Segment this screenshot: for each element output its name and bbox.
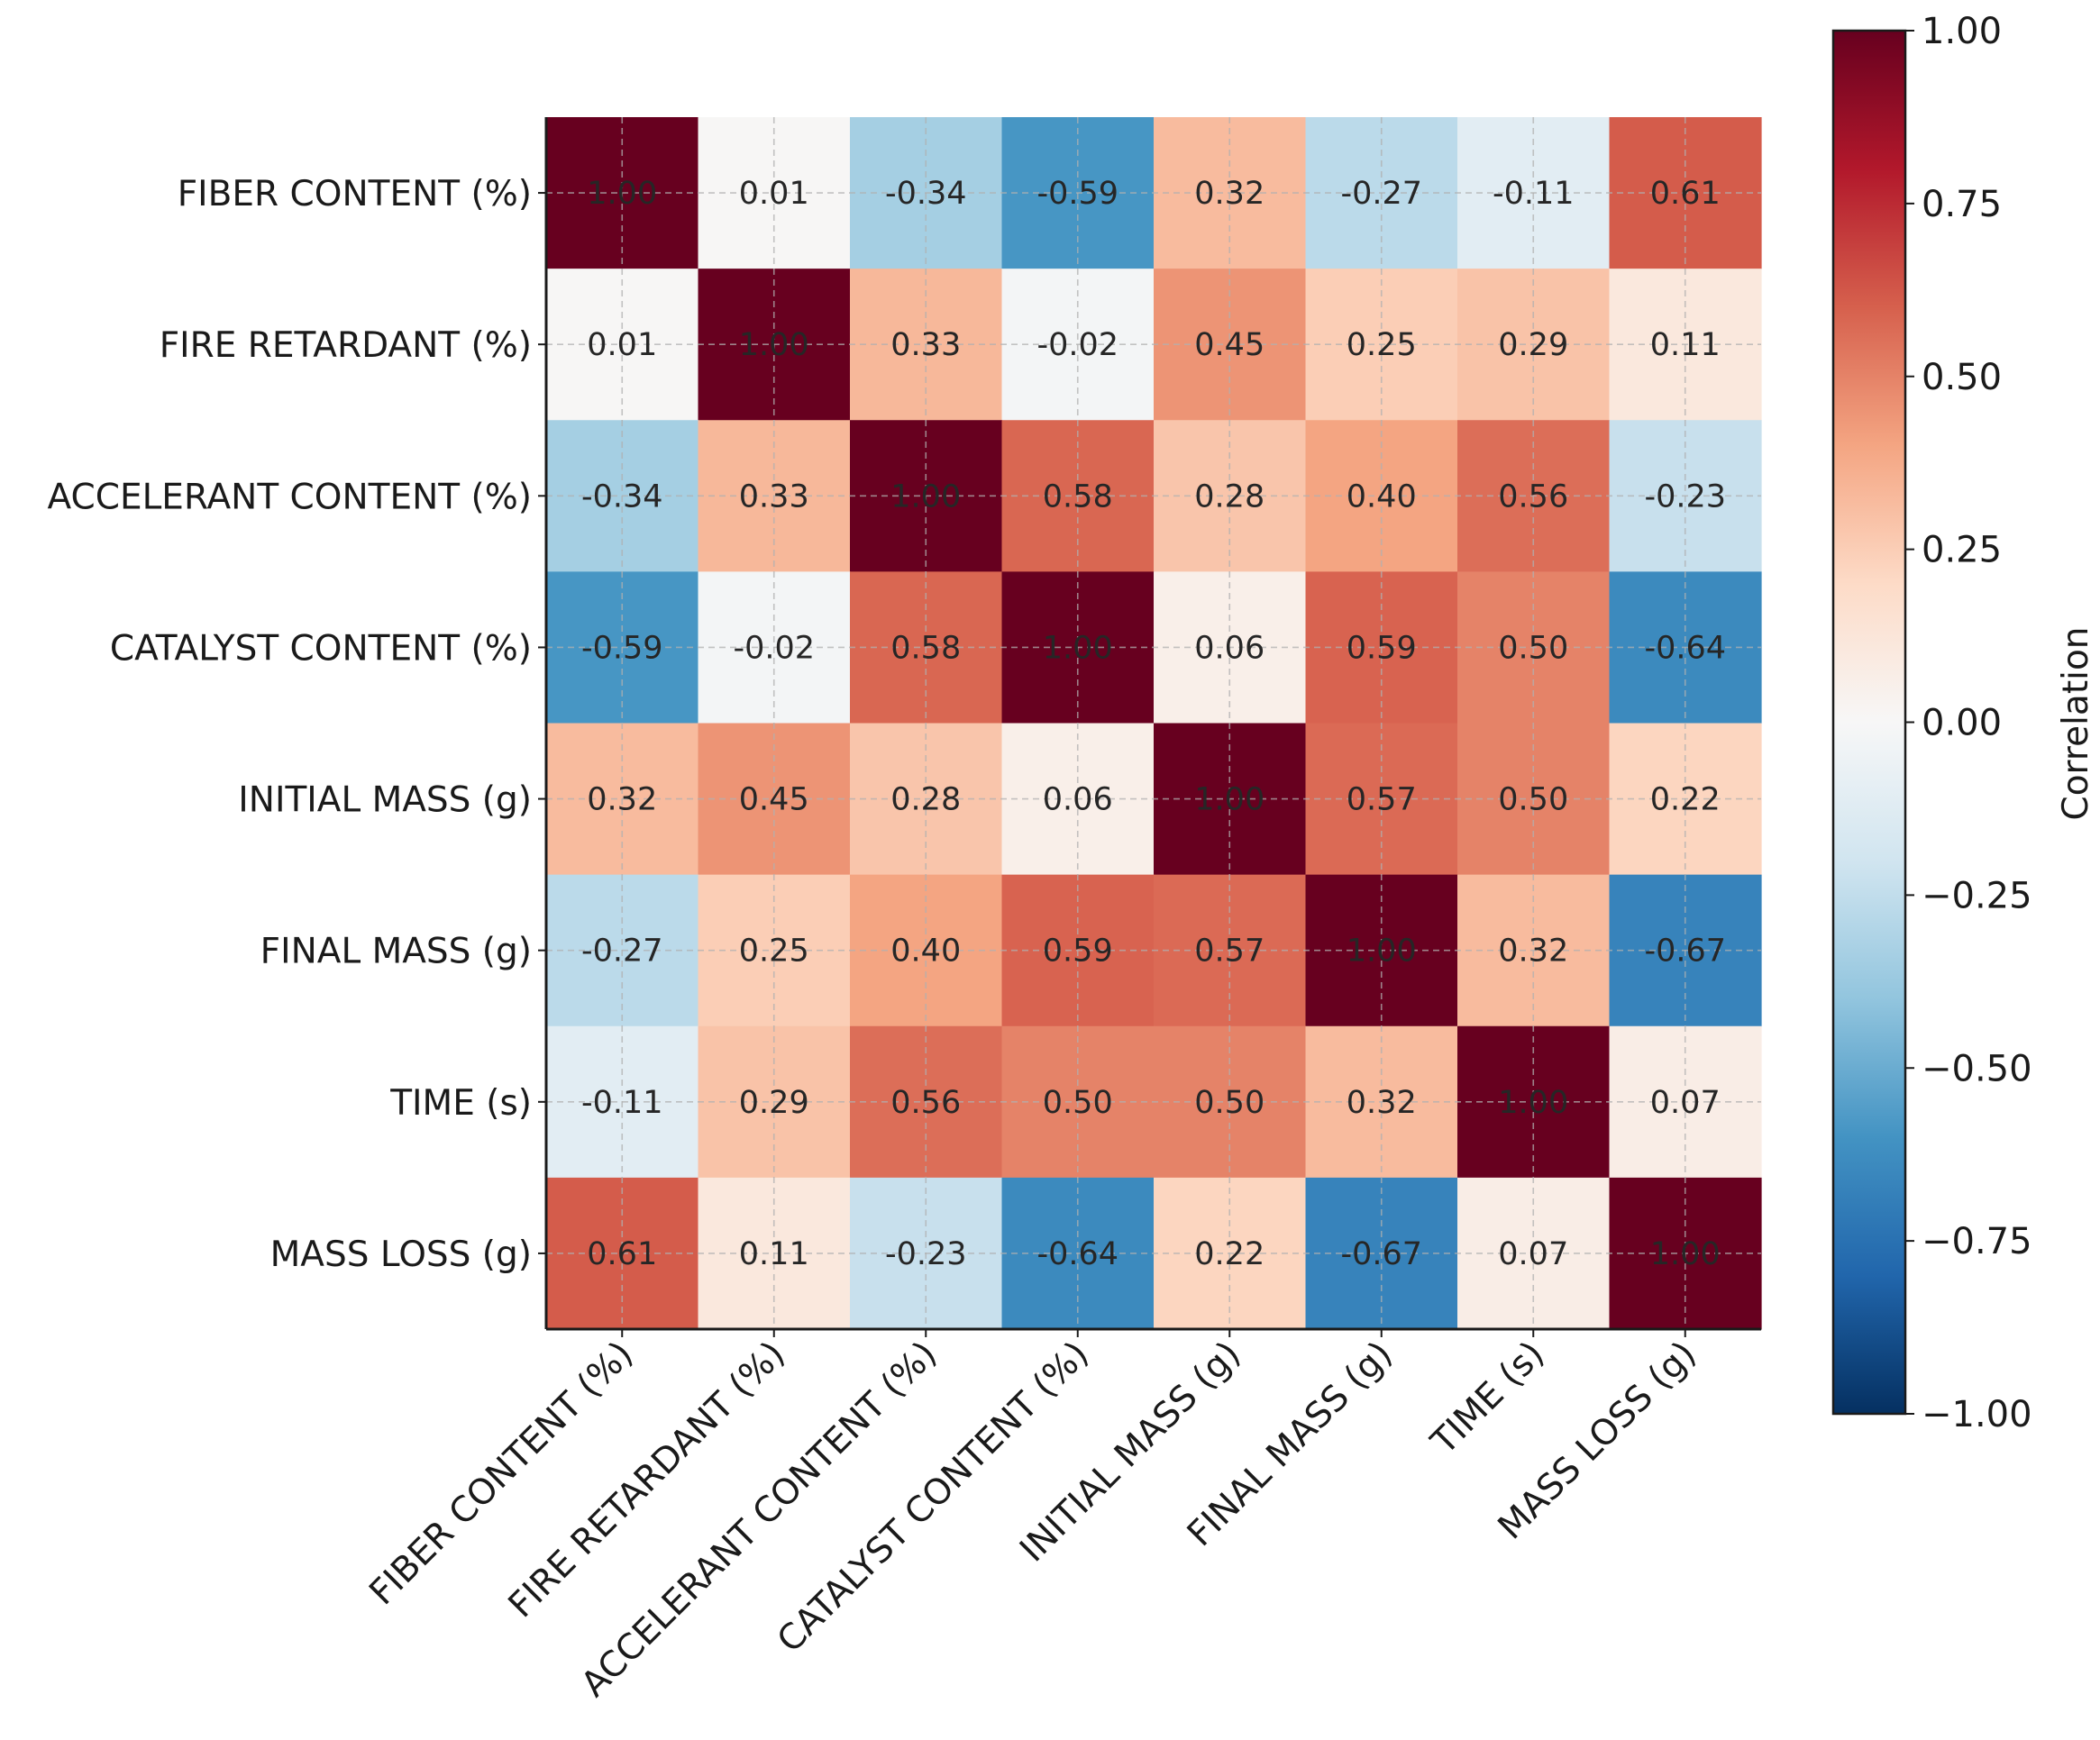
cell-value-label: 0.01 — [739, 176, 809, 212]
cell-value-label: 0.32 — [587, 782, 657, 818]
cell-value-label: 0.06 — [1043, 782, 1113, 818]
x-tick-label: TIME (s) — [1423, 1334, 1552, 1462]
cell-value-label: 0.59 — [1043, 934, 1113, 970]
cell-value-label: 0.06 — [1194, 630, 1265, 666]
cell-value-label: -0.23 — [1644, 478, 1726, 515]
cell-value-label: -0.34 — [581, 478, 663, 515]
cell-value-label: -0.27 — [1340, 176, 1422, 212]
cell-value-label: 0.07 — [1498, 1236, 1568, 1272]
colorbar: 1.00 0.75 0.50 0.25 0.00 −0.25 −0.50 −0.75 −1.00 — [1831, 11, 2032, 1435]
cell-value-label: 1.00 — [1347, 934, 1417, 970]
x-tick-label: CATALYST CONTENT (%) — [770, 1334, 1097, 1661]
colorbar-tick-label: 0.00 — [1922, 703, 2002, 744]
heatmap-gridlines — [546, 117, 1761, 1329]
cell-value-label: -0.11 — [1493, 176, 1575, 212]
cell-value-label: -0.23 — [885, 1236, 967, 1272]
cell-value-label: 0.29 — [739, 1085, 809, 1121]
cell-value-label: 0.11 — [1650, 327, 1721, 363]
cell-value-label: 0.56 — [1498, 478, 1568, 515]
cell-value-label: 0.50 — [1043, 1085, 1113, 1121]
x-tick-label: FIBER CONTENT (%) — [361, 1334, 641, 1613]
cell-value-label: -0.02 — [733, 630, 815, 666]
cell-value-label: 0.01 — [587, 327, 657, 363]
colorbar-tick-label: 1.00 — [1922, 11, 2002, 52]
cell-value-label: -0.34 — [885, 176, 967, 212]
cell-value-label: 0.33 — [739, 478, 809, 515]
cell-value-label: 0.32 — [1498, 934, 1568, 970]
cell-value-label: -0.59 — [1036, 176, 1118, 212]
cell-value-label: 0.56 — [890, 1085, 961, 1121]
colorbar-tick-label: 0.50 — [1922, 357, 2002, 398]
cell-value-label: 0.22 — [1650, 782, 1721, 818]
cell-value-label: 1.00 — [890, 478, 961, 515]
cell-value-label: 0.33 — [890, 327, 961, 363]
cell-value-label: 0.32 — [1347, 1085, 1417, 1121]
cell-value-label: 0.22 — [1194, 1236, 1265, 1272]
cell-value-label: 0.32 — [1194, 176, 1265, 212]
y-tick-label: CATALYST CONTENT (%) — [110, 628, 532, 669]
cell-value-label: 0.40 — [1347, 478, 1417, 515]
cell-value-label: 0.58 — [890, 630, 961, 666]
cell-value-label: -0.11 — [581, 1085, 663, 1121]
cell-value-label: 0.61 — [1650, 176, 1721, 212]
cell-value-label: 0.50 — [1498, 630, 1568, 666]
y-tick-label: MASS LOSS (g) — [270, 1234, 532, 1275]
cell-value-label: -0.67 — [1644, 934, 1726, 970]
colorbar-gradient — [1831, 29, 1907, 1416]
y-tick-label: FIBER CONTENT (%) — [178, 174, 532, 214]
cell-value-label: 1.00 — [587, 176, 657, 212]
colorbar-label: Correlation — [2056, 626, 2096, 820]
y-tick-label: FINAL MASS (g) — [260, 932, 532, 972]
heatmap-axes — [538, 117, 1761, 1337]
colorbar-tick-label: −0.50 — [1922, 1048, 2032, 1089]
colorbar-tick-label: −0.25 — [1922, 875, 2032, 916]
cell-value-label: 0.25 — [1347, 327, 1417, 363]
cell-value-label: 1.00 — [1043, 630, 1113, 666]
cell-value-labels: 1.00 0.01 -0.34 -0.59 0.32 -0.27 -0.11 0.61 0.01… — [581, 176, 1726, 1272]
y-tick-label: FIRE RETARDANT (%) — [160, 325, 532, 366]
cell-value-label: 0.57 — [1347, 782, 1417, 818]
cell-value-label: 1.00 — [1650, 1236, 1721, 1272]
cell-value-label: -0.67 — [1340, 1236, 1422, 1272]
cell-value-label: 0.50 — [1194, 1085, 1265, 1121]
cell-value-label: -0.27 — [581, 934, 663, 970]
cell-value-label: 0.28 — [890, 782, 961, 818]
colorbar-tick-label: −1.00 — [1922, 1394, 2032, 1435]
heatmap-cells — [546, 117, 1762, 1330]
cell-value-label: 0.59 — [1347, 630, 1417, 666]
cell-value-label: 0.07 — [1650, 1085, 1721, 1121]
cell-value-label: 0.50 — [1498, 782, 1568, 818]
x-tick-label: FIRE RETARDANT (%) — [501, 1334, 793, 1626]
cell-value-label: 0.58 — [1043, 478, 1113, 515]
y-tick-label: INITIAL MASS (g) — [238, 780, 532, 821]
cell-value-label: -0.64 — [1036, 1236, 1118, 1272]
cell-value-label: 0.28 — [1194, 478, 1265, 515]
colorbar-tick-label: −0.75 — [1922, 1221, 2032, 1262]
cell-value-label: -0.02 — [1036, 327, 1118, 363]
cell-value-label: 1.00 — [1498, 1085, 1568, 1121]
cell-value-label: 0.40 — [890, 934, 961, 970]
cell-value-label: 0.45 — [1194, 327, 1265, 363]
cell-value-label: 0.61 — [587, 1236, 657, 1272]
y-axis-tick-labels: FIBER CONTENT (%) FIRE RETARDANT (%) ACCEL… — [47, 174, 532, 1275]
cell-value-label: 0.45 — [739, 782, 809, 818]
cell-value-label: 1.00 — [739, 327, 809, 363]
cell-value-label: 0.25 — [739, 934, 809, 970]
y-tick-label: ACCELERANT CONTENT (%) — [47, 477, 532, 517]
cell-value-label: -0.59 — [581, 630, 663, 666]
colorbar-tick-label: 0.25 — [1922, 530, 2002, 571]
cell-value-label: 0.57 — [1194, 934, 1265, 970]
cell-value-label: 0.11 — [739, 1236, 809, 1272]
colorbar-tick-label: 0.75 — [1922, 184, 2002, 225]
cell-value-label: 1.00 — [1194, 782, 1265, 818]
cell-value-label: -0.64 — [1644, 630, 1726, 666]
cell-value-label: 0.29 — [1498, 327, 1568, 363]
y-tick-label: TIME (s) — [389, 1083, 532, 1124]
x-axis-tick-labels: FIBER CONTENT (%)FIRE RETARDANT (%)ACCEL… — [361, 1334, 1703, 1705]
